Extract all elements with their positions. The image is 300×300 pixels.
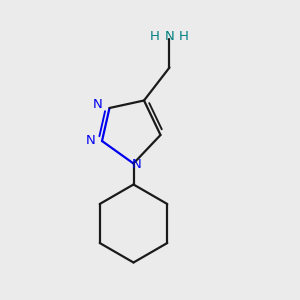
- Text: N: N: [86, 134, 95, 148]
- Text: N: N: [132, 158, 142, 172]
- Text: H: H: [150, 30, 160, 43]
- Text: N: N: [165, 30, 174, 43]
- Text: N: N: [93, 98, 103, 112]
- Text: H: H: [179, 30, 189, 43]
